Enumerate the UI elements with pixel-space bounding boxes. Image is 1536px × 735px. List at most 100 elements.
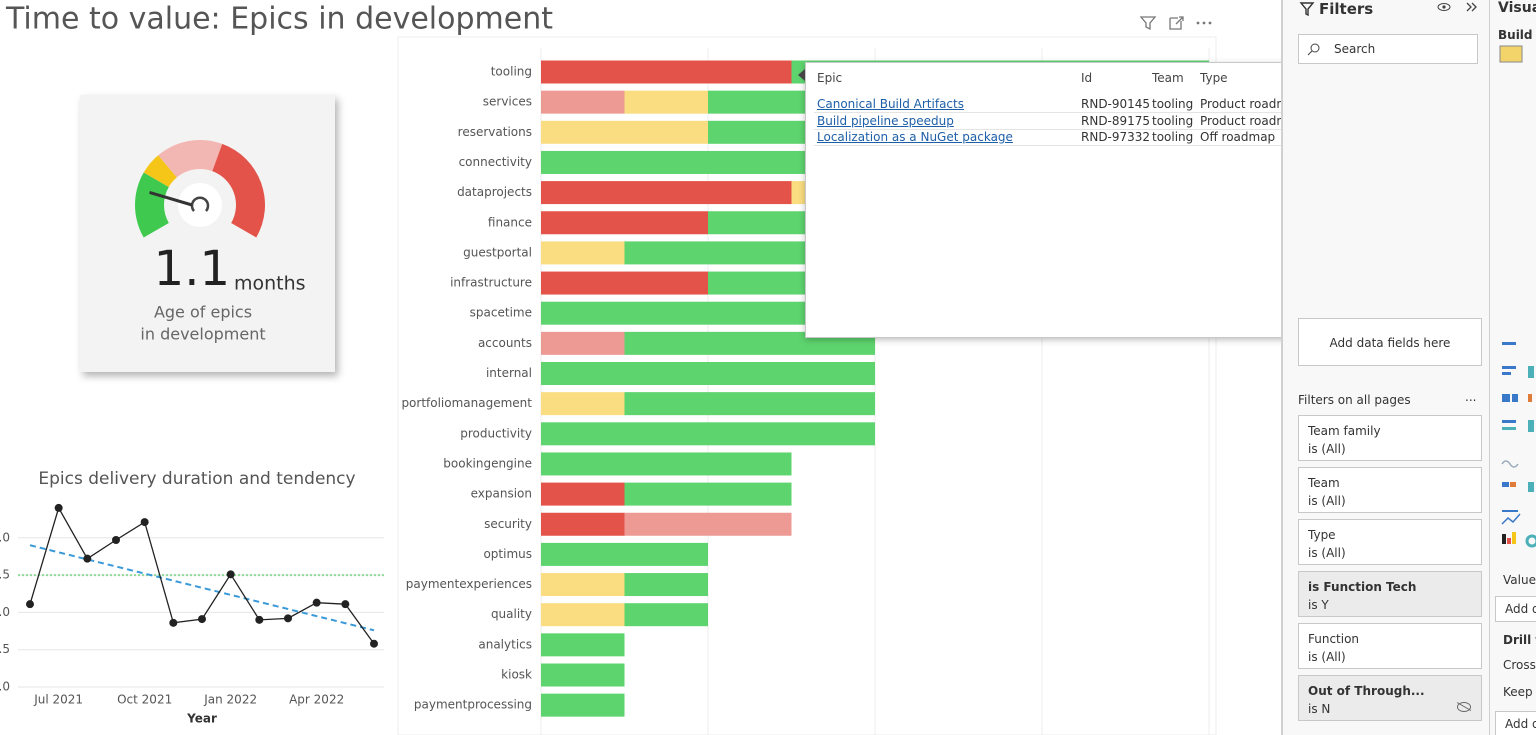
gauge-hub-icon: [190, 196, 210, 212]
cell: Product roadmap: [1200, 97, 1304, 111]
line-point: [312, 598, 321, 607]
drill-well[interactable]: Add d: [1495, 711, 1536, 735]
well-label: Values: [1503, 573, 1536, 587]
bar-segment: [541, 271, 708, 295]
filter-name: Team: [1308, 476, 1340, 490]
line-chart-title: Epics delivery duration and tendency: [38, 469, 355, 489]
line-point: [54, 503, 63, 512]
row-divider: [814, 128, 1534, 130]
x-tick-label: Jan 2022: [203, 693, 257, 707]
line-point: [112, 536, 120, 545]
y-tick-label: spacetime: [470, 306, 532, 320]
pane-controls[interactable]: [1437, 1, 1483, 15]
cell: RND-97332: [1081, 130, 1151, 144]
y-tick-label: connectivity: [459, 155, 532, 169]
section-label: Drill th: [1503, 633, 1536, 647]
bar-segment: [624, 512, 792, 536]
y-tick-label: paymentprocessing: [414, 698, 532, 712]
column-header: Type: [1200, 71, 1228, 85]
focus-icon[interactable]: [1169, 16, 1184, 30]
more-icon[interactable]: [1196, 21, 1212, 25]
y-tick-label: guestportal: [463, 245, 532, 259]
y-tick-label: tooling: [491, 65, 532, 79]
y-tick-label: dataprojects: [457, 185, 532, 199]
line-point: [255, 615, 264, 624]
bar-segment: [541, 90, 625, 114]
visual-header-icons[interactable]: [1139, 16, 1212, 31]
y-tick-label: .5: [0, 642, 10, 656]
filter-card[interactable]: Out of Through... is N: [1298, 675, 1482, 721]
x-tick-label: Jul 2021: [33, 693, 83, 707]
y-tick-label: kiosk: [501, 668, 532, 682]
bar-segment: [541, 603, 625, 627]
epic-link[interactable]: Canonical Build Artifacts: [817, 97, 964, 111]
line-point: [198, 615, 206, 624]
well-placeholder: Add d: [1505, 717, 1536, 731]
y-tick-label: .0: [0, 680, 10, 694]
y-tick-label: infrastructure: [450, 276, 532, 290]
gauge-value: 1.1: [154, 241, 230, 297]
search-box[interactable]: Search: [1298, 34, 1478, 64]
y-tick-label: security: [484, 517, 532, 531]
bar-segment: [541, 60, 792, 84]
trend-line: [29, 544, 375, 632]
gauge-unit: months: [234, 273, 306, 295]
row-divider: [814, 145, 1534, 146]
line-point: [284, 614, 292, 623]
gauge-band: [158, 140, 223, 178]
add-fields-well[interactable]: Add data fields here: [1298, 318, 1482, 366]
gauge-needle: [149, 190, 193, 207]
y-tick-label: .0: [0, 605, 10, 619]
y-tick-label: bookingengine: [443, 456, 532, 470]
filter-card[interactable]: Team family is (All): [1298, 415, 1482, 461]
y-tick-label: internal: [486, 366, 532, 380]
pane-title: Filters: [1319, 0, 1374, 18]
visual-icons[interactable]: [1498, 44, 1536, 564]
column-header: Team: [1152, 71, 1184, 85]
filter-name: Type: [1308, 528, 1336, 542]
y-tick-label: accounts: [478, 336, 532, 350]
gauge-band: [212, 143, 265, 238]
bar-segment: [624, 392, 875, 416]
filter-card[interactable]: is Function Tech is Y: [1298, 571, 1482, 617]
bar-segment: [541, 663, 625, 687]
line-point: [341, 600, 350, 609]
bar-segment: [541, 422, 875, 446]
x-axis-title: Year: [186, 712, 217, 726]
build-tab[interactable]: Build v: [1498, 28, 1536, 42]
y-tick-label: optimus: [483, 547, 532, 561]
bar-segment: [624, 482, 792, 506]
row-divider: [814, 112, 1534, 113]
filter-state: is (All): [1308, 442, 1346, 456]
bar-segment: [541, 693, 625, 717]
filter-state: is (All): [1308, 494, 1346, 508]
bar-segment: [541, 542, 708, 566]
filter-card[interactable]: Function is (All): [1298, 623, 1482, 669]
filter-card[interactable]: Team is (All): [1298, 467, 1482, 513]
bar-segment: [541, 241, 625, 265]
visualizations-pane: Visua Build v Values Add d Drill th Cros…: [1489, 0, 1536, 735]
y-tick-label: .5: [0, 568, 10, 582]
gauge-label: Age of epics: [154, 303, 252, 322]
search-placeholder: Search: [1334, 42, 1376, 56]
bar-segment: [541, 633, 625, 657]
values-well[interactable]: Add d: [1495, 596, 1536, 622]
epic-link[interactable]: Build pipeline speedup: [817, 113, 954, 128]
filter-state: is Y: [1308, 598, 1329, 612]
cell: Product roadmap: [1200, 113, 1304, 128]
y-tick-label: quality: [491, 607, 532, 621]
more-button[interactable]: ...: [1465, 390, 1477, 404]
gauge-band: [135, 172, 169, 238]
filter-card[interactable]: Type is (All): [1298, 519, 1482, 565]
cell: tooling: [1152, 113, 1194, 128]
bar-segment: [541, 331, 625, 355]
bar-visual-frame: [397, 36, 1217, 735]
y-tick-label: .0: [0, 530, 10, 544]
line-point: [226, 570, 235, 579]
filter-icon[interactable]: [1139, 16, 1157, 31]
y-tick-label: services: [483, 95, 532, 109]
section-label: Filters on all pages: [1298, 393, 1411, 407]
epic-link[interactable]: Localization as a NuGet package: [817, 130, 1013, 144]
bar-segment: [624, 90, 708, 114]
